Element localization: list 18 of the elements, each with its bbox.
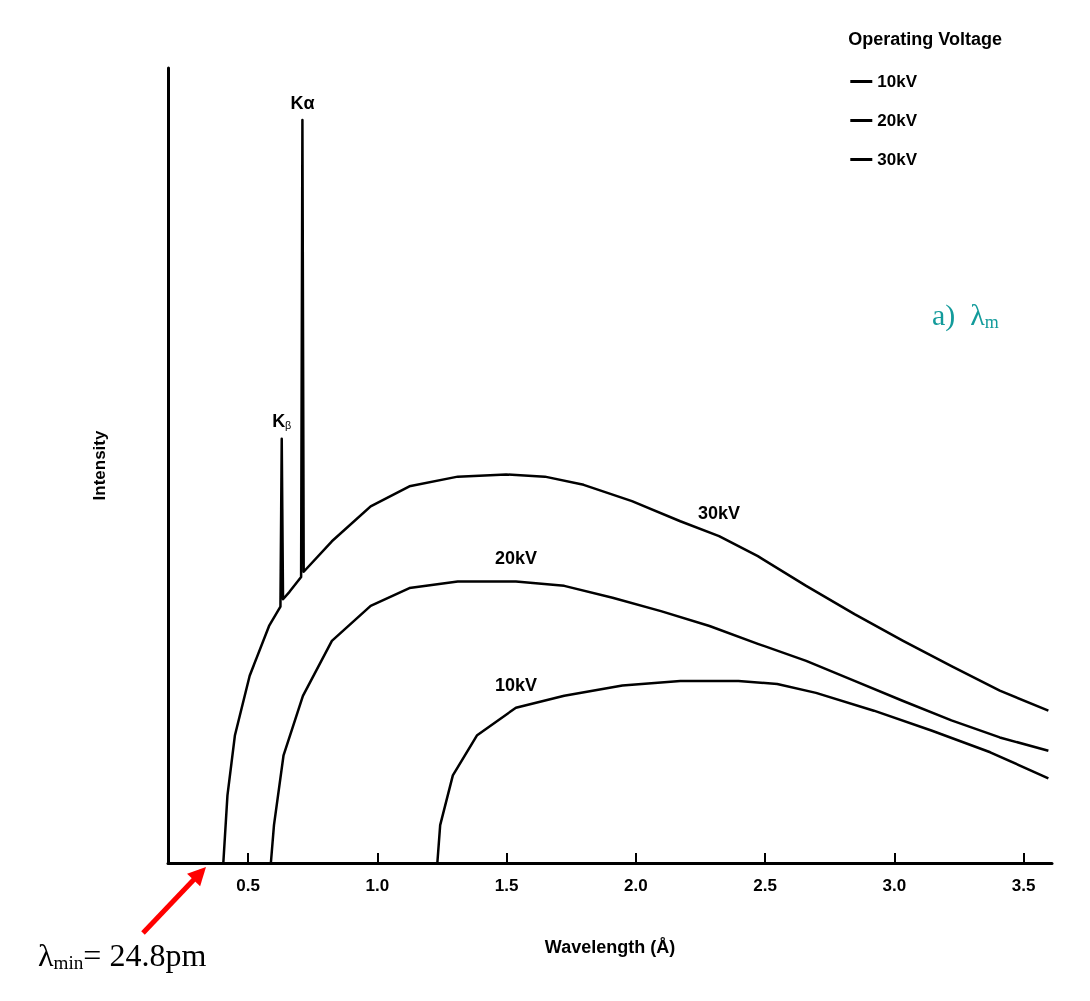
annotation: Kα	[290, 93, 315, 114]
text: 30kV	[698, 503, 741, 524]
legend-label: 10kV	[877, 72, 918, 91]
x-axis-title: Wavelength (Å)	[544, 937, 676, 957]
text: 10kV	[494, 674, 537, 695]
text: λmin= 24.8pm	[38, 936, 207, 973]
y-axis-title: Intensity	[90, 430, 109, 501]
x-tick-label: 2.5	[753, 876, 777, 895]
x-tick-label: 2.0	[624, 876, 648, 895]
legend-label: 20kV	[877, 111, 918, 130]
legend-title: Operating Voltage	[848, 29, 1002, 49]
legend-label: 30kV	[877, 150, 918, 169]
x-tick-label: 1.0	[365, 876, 390, 895]
text: 20kV	[494, 548, 537, 569]
x-tick-label: 1.5	[494, 876, 519, 895]
x-tick-label: 3.5	[1011, 876, 1036, 895]
x-tick-label: 0.5	[236, 876, 260, 895]
x-tick-label: 3.0	[882, 876, 907, 895]
